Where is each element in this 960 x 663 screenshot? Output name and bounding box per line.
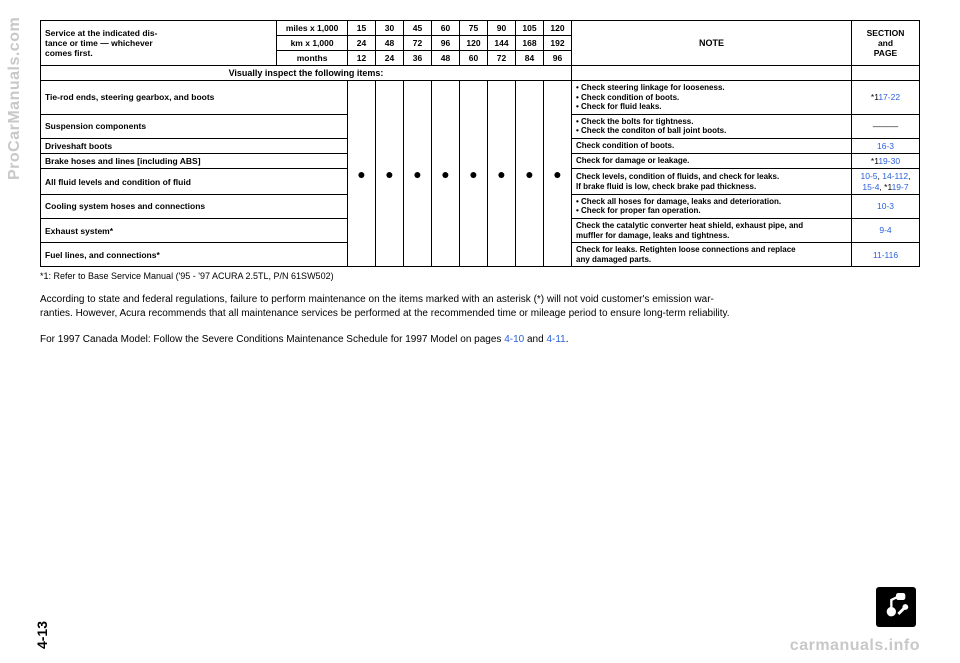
km-2: 72 (404, 36, 432, 51)
mo-6: 84 (516, 51, 544, 66)
miles-4: 75 (460, 21, 488, 36)
miles-6: 105 (516, 21, 544, 36)
link-4-10[interactable]: 4-10 (504, 334, 524, 345)
km-1: 48 (376, 36, 404, 51)
item-6: Exhaust system* (41, 218, 348, 242)
unit-miles: miles x 1,000 (277, 21, 348, 36)
miles-1: 30 (376, 21, 404, 36)
watermark-left: ProCarManuals.com (6, 17, 24, 180)
watermark-bottom: carmanuals.info (790, 637, 920, 655)
km-5: 144 (488, 36, 516, 51)
unit-km: km x 1,000 (277, 36, 348, 51)
page-4[interactable]: 10-5, 14-112,15-4, *119-7 (852, 169, 920, 194)
item-0: Tie-rod ends, steering gearbox, and boot… (41, 81, 348, 115)
visual-empty-page (852, 66, 920, 81)
miles-0: 15 (348, 21, 376, 36)
para2-text-end: . (566, 334, 569, 345)
item-3: Brake hoses and lines [including ABS] (41, 154, 348, 169)
item-4: All fluid levels and condition of fluid (41, 169, 348, 194)
note-4: Check levels, condition of fluids, and c… (572, 169, 852, 194)
mo-0: 12 (348, 51, 376, 66)
dot-c0: ● (348, 81, 376, 267)
para2-text-a: For 1997 Canada Model: Follow the Severe… (40, 334, 504, 345)
link-4-11[interactable]: 4-11 (546, 334, 565, 345)
miles-7: 120 (544, 21, 572, 36)
maintenance-table: Service at the indicated dis- tance or t… (40, 20, 920, 267)
km-6: 168 (516, 36, 544, 51)
page-container: Service at the indicated dis- tance or t… (0, 0, 960, 367)
section-header: SECTION and PAGE (852, 21, 920, 66)
item-5: Cooling system hoses and connections (41, 194, 348, 218)
dot-c5: ● (488, 81, 516, 267)
mo-5: 72 (488, 51, 516, 66)
para2-text-mid: and (524, 334, 546, 345)
mo-4: 60 (460, 51, 488, 66)
canada-paragraph: For 1997 Canada Model: Follow the Severe… (40, 333, 920, 347)
dot-c7: ● (544, 81, 572, 267)
mo-7: 96 (544, 51, 572, 66)
note-0: • Check steering linkage for looseness. … (572, 81, 852, 115)
dot-c3: ● (432, 81, 460, 267)
km-7: 192 (544, 36, 572, 51)
regulations-paragraph: According to state and federal regulatio… (40, 293, 920, 321)
note-header: NOTE (572, 21, 852, 66)
page-number: 4-13 (34, 621, 50, 649)
km-0: 24 (348, 36, 376, 51)
miles-3: 60 (432, 21, 460, 36)
page-0[interactable]: *117-22 (852, 81, 920, 115)
page-5[interactable]: 10-3 (852, 194, 920, 218)
dot-c2: ● (404, 81, 432, 267)
page-1: ——— (852, 114, 920, 138)
visual-empty-note (572, 66, 852, 81)
note-7: Check for leaks. Retighten loose connect… (572, 243, 852, 267)
mo-1: 24 (376, 51, 404, 66)
maintenance-icon (876, 587, 916, 627)
unit-months: months (277, 51, 348, 66)
note-5: • Check all hoses for damage, leaks and … (572, 194, 852, 218)
miles-2: 45 (404, 21, 432, 36)
dot-c6: ● (516, 81, 544, 267)
dot-c4: ● (460, 81, 488, 267)
item-7: Fuel lines, and connections* (41, 243, 348, 267)
service-header: Service at the indicated dis- tance or t… (41, 21, 277, 66)
note-2: Check condition of boots. (572, 138, 852, 153)
footnote: *1: Refer to Base Service Manual ('95 - … (40, 271, 920, 281)
note-3: Check for damage or leakage. (572, 154, 852, 169)
item-2: Driveshaft boots (41, 138, 348, 153)
mo-2: 36 (404, 51, 432, 66)
mo-3: 48 (432, 51, 460, 66)
page-7[interactable]: 11-116 (852, 243, 920, 267)
visual-inspect-header: Visually inspect the following items: (41, 66, 572, 81)
note-6: Check the catalytic converter heat shiel… (572, 218, 852, 242)
page-3[interactable]: *119-30 (852, 154, 920, 169)
item-1: Suspension components (41, 114, 348, 138)
km-4: 120 (460, 36, 488, 51)
note-1: • Check the bolts for tightness. • Check… (572, 114, 852, 138)
miles-5: 90 (488, 21, 516, 36)
dot-c1: ● (376, 81, 404, 267)
page-6[interactable]: 9-4 (852, 218, 920, 242)
km-3: 96 (432, 36, 460, 51)
page-2[interactable]: 16-3 (852, 138, 920, 153)
